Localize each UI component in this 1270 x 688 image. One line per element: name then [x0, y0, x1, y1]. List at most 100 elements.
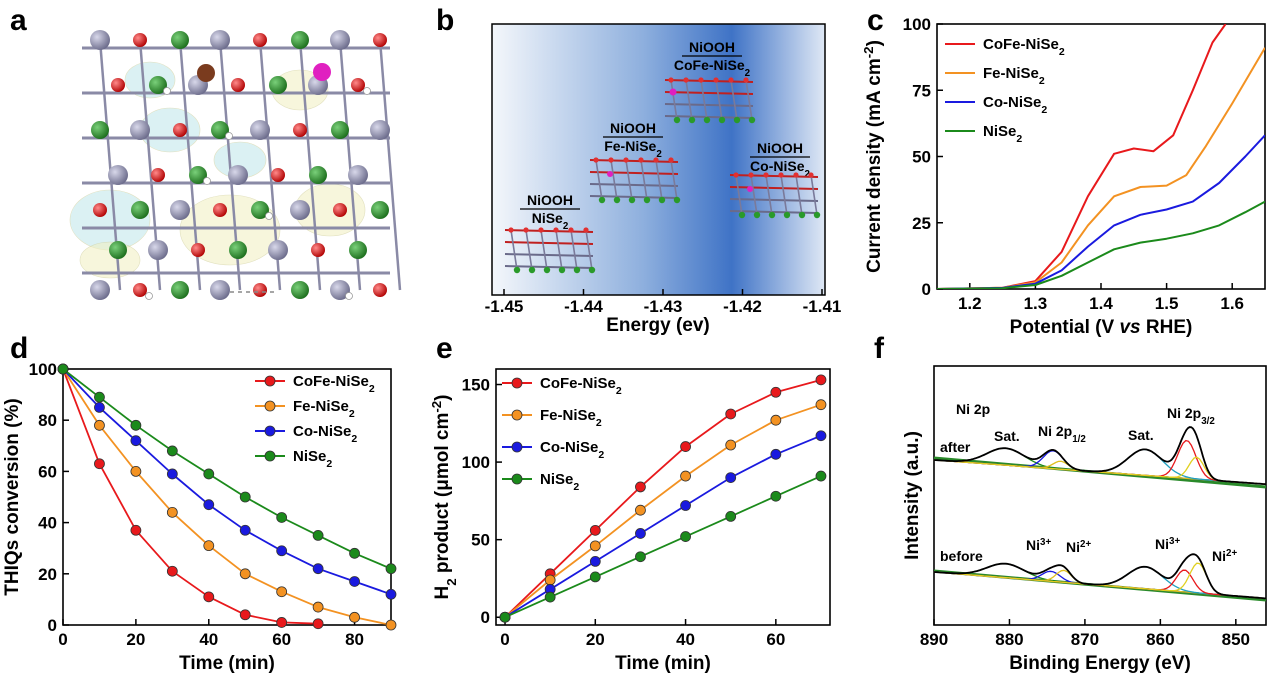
- data-point-Fe-NiSe2: [94, 419, 105, 431]
- ytick-label: 100: [462, 453, 490, 472]
- slab-bond: [504, 253, 594, 257]
- ni-atom: [210, 30, 230, 50]
- panel-b-xtick-label: -1.43: [644, 297, 683, 316]
- slab-bond: [504, 229, 594, 233]
- data-point-Fe-NiSe2: [770, 414, 782, 426]
- slab-bond: [555, 229, 563, 271]
- xtick-label: 20: [126, 630, 145, 649]
- legend-label: NiSe2: [540, 471, 579, 493]
- se-atom: [269, 76, 287, 94]
- ytick-label: 100: [29, 360, 57, 379]
- data-point-Fe-NiSe2: [239, 568, 251, 580]
- ytick-label: 60: [38, 462, 57, 481]
- slab-bond: [540, 229, 548, 271]
- slab-bond: [664, 79, 754, 83]
- se-atom: [189, 166, 207, 184]
- x-axis-label: Time (min): [179, 653, 275, 674]
- data-point-CoFe-NiSe2: [203, 591, 215, 603]
- slab-o-atom: [728, 77, 734, 83]
- data-point-NiSe2: [589, 571, 601, 583]
- se-atom: [171, 281, 189, 299]
- o-atom: [231, 78, 245, 92]
- y-axis-label: Intensity (a.u.): [902, 431, 923, 560]
- se-atom: [331, 121, 349, 139]
- se-atom: [171, 31, 189, 49]
- slab-se-atom: [798, 211, 806, 219]
- o-atom: [351, 78, 365, 92]
- ni-atom: [268, 240, 288, 260]
- ni-atom: [330, 280, 350, 300]
- structure-label-top: NiOOH: [689, 39, 735, 55]
- series-line-Fe-NiSe2: [63, 369, 391, 625]
- data-point-Fe-NiSe2: [203, 540, 215, 552]
- data-point-CoFe-NiSe2: [94, 458, 105, 470]
- data-point-Co-NiSe2: [312, 563, 324, 575]
- data-point-CoFe-NiSe2: [725, 408, 737, 420]
- slab-se-atom: [733, 116, 741, 124]
- data-point-Co-NiSe2: [276, 545, 288, 557]
- chart-c: 1.2 1.3 1.4 1.5 1.6 0 25 50 75 100 Potential (V vs…: [861, 15, 1266, 338]
- slab-bond: [640, 159, 648, 201]
- ni-atom: [90, 280, 110, 300]
- slab-se-atom: [688, 116, 696, 124]
- legend-label: Fe-NiSe2: [983, 65, 1045, 87]
- se-atom: [131, 201, 149, 219]
- ytick-label: 100: [903, 15, 931, 34]
- xps-title: Ni 2p: [956, 401, 990, 417]
- slab-bond: [780, 174, 788, 216]
- slab-bond: [715, 79, 723, 121]
- o-atom: [293, 123, 307, 137]
- data-point-NiSe2: [276, 512, 288, 523]
- slab-o-atom: [553, 227, 559, 233]
- o-atom: [151, 168, 165, 182]
- slab-se-atom: [753, 211, 761, 219]
- x-axis-label: Time (min): [615, 653, 711, 674]
- before-sat2-component: [933, 566, 1267, 600]
- legend-label: CoFe-NiSe2: [293, 373, 375, 395]
- data-point-CoFe-NiSe2: [770, 386, 782, 398]
- bond-line: [378, 39, 402, 291]
- xtick-label: 870: [1071, 630, 1099, 649]
- slab-se-atom: [768, 211, 776, 219]
- slab-bond: [810, 174, 818, 216]
- slab-se-atom: [573, 266, 581, 274]
- legend-label: Co-NiSe2: [983, 94, 1047, 116]
- slab-o-atom: [733, 172, 739, 178]
- legend-marker: [264, 425, 276, 437]
- data-point-NiSe2: [544, 591, 556, 603]
- legend-marker: [511, 473, 523, 485]
- slab-o-atom: [523, 227, 529, 233]
- se-atom: [291, 281, 309, 299]
- isosurface-blob: [69, 189, 151, 251]
- ytick-label: 50: [471, 531, 490, 550]
- slab-bond: [589, 183, 679, 187]
- slab-o-atom: [568, 227, 574, 233]
- slab-bond: [685, 79, 693, 121]
- structure-label-bottom: Co-NiSe2: [750, 158, 810, 180]
- ytick-label: 20: [38, 565, 57, 584]
- ytick-label: 40: [38, 514, 57, 533]
- series-line-Fe-NiSe2: [937, 47, 1265, 289]
- slab-bond: [655, 159, 663, 201]
- slab-bond: [735, 174, 743, 216]
- o-atom: [253, 283, 267, 297]
- ni-atom: [108, 165, 128, 185]
- ytick-label: 25: [912, 214, 931, 233]
- slab-se-atom: [738, 211, 746, 219]
- slab-se-atom: [643, 196, 651, 204]
- after-2p32-label: Ni 2p3/2: [1167, 405, 1215, 427]
- data-point-Fe-NiSe2: [276, 586, 288, 598]
- se-atom: [211, 121, 229, 139]
- h-atom: [225, 132, 233, 140]
- data-point-CoFe-NiSe2: [276, 617, 288, 628]
- slab-bond: [504, 241, 594, 245]
- panel-b-xticks: -1.45 -1.44 -1.43 -1.42 -1.41: [485, 289, 841, 316]
- se-atom: [149, 76, 167, 94]
- before-ni3-label: Ni3+: [1026, 537, 1051, 554]
- x-axis-label: Potential (V vs RHE): [1010, 317, 1193, 338]
- data-point-Co-NiSe2: [385, 588, 397, 600]
- plot-frame: [936, 23, 1266, 290]
- series-line-Co-NiSe2: [937, 134, 1265, 289]
- data-point-Fe-NiSe2: [680, 470, 691, 482]
- slab-o-atom: [778, 172, 784, 178]
